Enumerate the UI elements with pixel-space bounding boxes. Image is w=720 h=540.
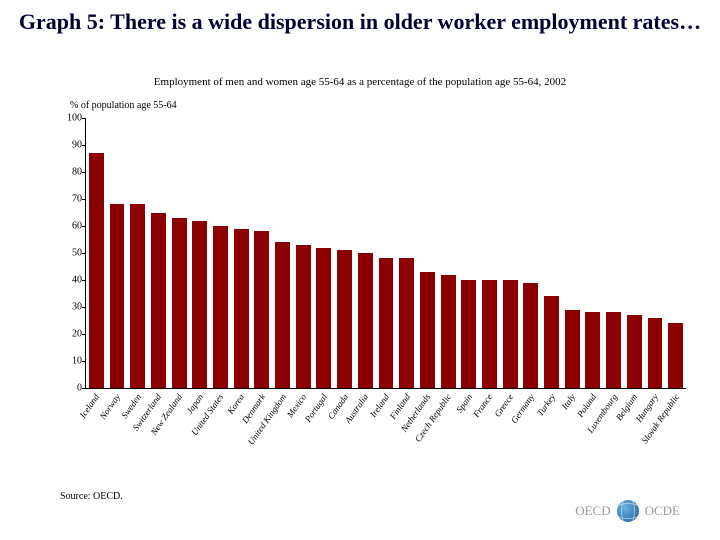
bar [399, 258, 414, 388]
bar [192, 221, 207, 388]
bar [234, 229, 249, 388]
bar [627, 315, 642, 388]
bar [668, 323, 683, 388]
bar [482, 280, 497, 388]
y-tick-label: 80 [56, 167, 82, 178]
oecd-logo: OECD OCDE [575, 500, 680, 522]
slide-title: Graph 5: There is a wide dispersion in o… [0, 8, 720, 36]
chart-subtitle: Employment of men and women age 55-64 as… [0, 76, 720, 88]
bar [296, 245, 311, 388]
y-tick-label: 90 [56, 140, 82, 151]
y-tick-label: 20 [56, 329, 82, 340]
x-tick-label: Italy [560, 392, 578, 411]
source-text: Source: OECD. [60, 491, 123, 502]
x-tick-label: Turkey [534, 392, 556, 418]
y-tick-label: 60 [56, 221, 82, 232]
bar [503, 280, 518, 388]
bar [379, 258, 394, 388]
bar [213, 226, 228, 388]
bar [420, 272, 435, 388]
bar [441, 275, 456, 388]
y-tick-mark [82, 388, 86, 389]
bar [565, 310, 580, 388]
bar [110, 204, 125, 388]
bar [648, 318, 663, 388]
y-axis-label: % of population age 55-64 [70, 100, 177, 111]
y-tick-label: 30 [56, 302, 82, 313]
bar [544, 296, 559, 388]
bar [254, 231, 269, 388]
y-tick-label: 10 [56, 356, 82, 367]
bar [89, 153, 104, 388]
bar [358, 253, 373, 388]
logo-text-left: OECD [575, 503, 610, 519]
bar [585, 312, 600, 388]
bar [337, 250, 352, 388]
bar [461, 280, 476, 388]
x-tick-label: France [472, 392, 495, 419]
y-tick-label: 0 [56, 383, 82, 394]
bars-container [86, 118, 686, 388]
y-tick-label: 50 [56, 248, 82, 259]
y-tick-label: 40 [56, 275, 82, 286]
x-tick-label: Norway [98, 392, 123, 421]
logo-text-right: OCDE [645, 503, 680, 519]
x-labels: IcelandNorwaySwedenSwitzerlandNew Zealan… [85, 392, 685, 482]
bar [275, 242, 290, 388]
bar [606, 312, 621, 388]
bar [316, 248, 331, 388]
chart-plot-area: 0102030405060708090100 [85, 118, 686, 389]
y-tick-label: 100 [56, 113, 82, 124]
bar [151, 213, 166, 389]
slide: { "title": "Graph 5: There is a wide dis… [0, 0, 720, 540]
bar [172, 218, 187, 388]
bar [130, 204, 145, 388]
globe-icon [617, 500, 639, 522]
y-tick-label: 70 [56, 194, 82, 205]
bar [523, 283, 538, 388]
